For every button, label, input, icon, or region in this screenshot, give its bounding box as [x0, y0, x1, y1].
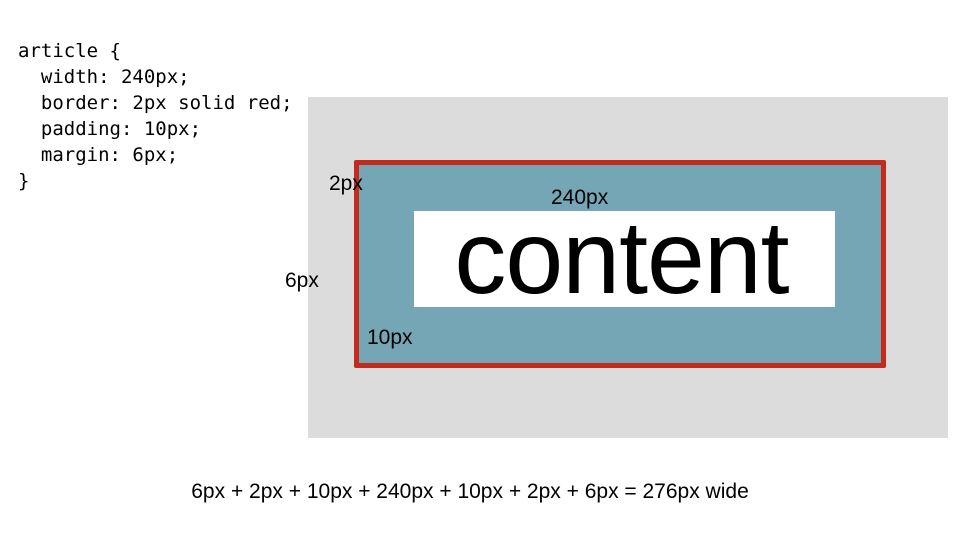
code-line: article {: [18, 40, 121, 62]
code-line: margin: 6px;: [18, 144, 179, 166]
code-line: }: [18, 170, 30, 192]
css-code-block: article { width: 240px; border: 2px soli…: [18, 38, 293, 194]
border-width-label: 2px: [329, 172, 363, 195]
margin-width-label: 6px: [285, 269, 319, 292]
code-line: border: 2px solid red;: [18, 92, 293, 114]
content-label: content: [454, 200, 789, 316]
content-area: [414, 211, 835, 307]
padding-width-label: 10px: [367, 326, 413, 349]
code-line: width: 240px;: [18, 66, 190, 88]
content-width-label: 240px: [551, 186, 609, 209]
width-equation: 6px + 2px + 10px + 240px + 10px + 2px + …: [191, 480, 749, 503]
code-line: padding: 10px;: [18, 118, 202, 140]
